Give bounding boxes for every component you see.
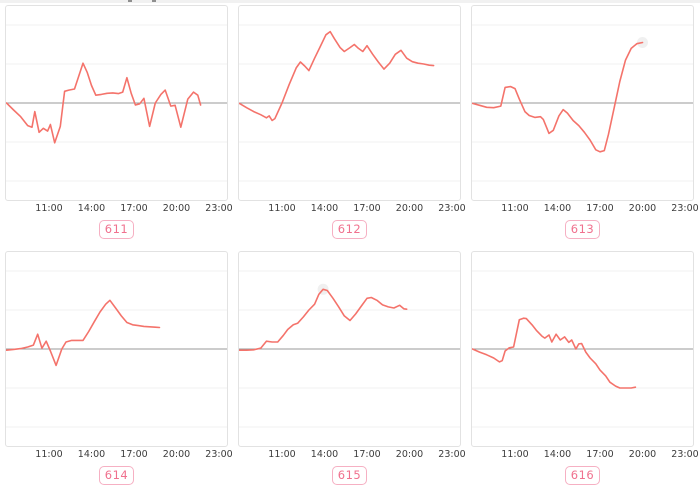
chart-panel[interactable] [238,5,461,201]
x-axis-tick-label: 14:00 [543,203,572,214]
clipped-text-remnant [128,0,132,2]
sparkline-chart [472,24,693,182]
x-axis-tick-label: 17:00 [353,449,381,460]
chart-cell: 11:00 14:00 17:00 20:00 23:00 613 [466,5,699,242]
chart-grid: 11:00 14:00 17:00 20:00 23:00 611 11:00 14:00 17… [0,5,699,488]
chart-panel[interactable] [238,251,461,447]
chart-cell: 11:00 14:00 17:00 20:00 23:00 616 [466,251,699,488]
chart-id-badge[interactable]: 612 [331,220,368,239]
badge-row: 611 [0,220,233,239]
chart-cell: 11:00 14:00 17:00 20:00 23:00 611 [0,5,233,242]
x-axis-tick-label: 20:00 [628,203,657,214]
x-axis-tick-label: 14:00 [310,203,339,214]
sparkline-chart [239,270,460,428]
series-line [239,288,408,351]
sparkline-chart [239,24,460,182]
x-axis: 11:00 14:00 17:00 20:00 23:00 [471,447,698,462]
x-axis: 11:00 14:00 17:00 20:00 23:00 [238,447,465,462]
x-axis-tick-label: 11:00 [501,203,529,214]
clipped-previous-row-edge [0,0,700,3]
x-axis-tick-label: 23:00 [438,203,466,214]
x-axis-tick-label: 17:00 [586,203,614,214]
x-axis: 11:00 14:00 17:00 20:00 23:00 [5,447,232,462]
x-axis-tick-label: 23:00 [205,203,233,214]
x-axis-tick-label: 11:00 [268,449,296,460]
x-axis-tick-label: 11:00 [35,203,63,214]
sparkline-chart [6,24,227,182]
x-axis-tick-label: 14:00 [310,449,339,460]
x-axis-tick-label: 23:00 [671,203,699,214]
series-line [239,30,435,122]
x-axis-tick-label: 20:00 [162,449,191,460]
chart-id-badge[interactable]: 616 [564,466,601,485]
x-axis-tick-label: 14:00 [543,449,572,460]
chart-id-badge[interactable]: 613 [564,220,601,239]
chart-panel[interactable] [5,5,228,201]
chart-id-badge[interactable]: 611 [98,220,135,239]
badge-row: 613 [466,220,699,239]
x-axis-tick-label: 23:00 [671,449,699,460]
series-line [472,317,637,389]
series-line [6,299,161,367]
x-axis-tick-label: 17:00 [120,203,148,214]
x-axis-tick-label: 23:00 [205,449,233,460]
series-line [472,41,644,153]
x-axis-tick-label: 20:00 [395,449,424,460]
clipped-text-remnant [152,0,156,2]
x-axis-tick-label: 11:00 [268,203,296,214]
x-axis: 11:00 14:00 17:00 20:00 23:00 [5,201,232,216]
x-axis: 11:00 14:00 17:00 20:00 23:00 [238,201,465,216]
chart-cell: 11:00 14:00 17:00 20:00 23:00 612 [233,5,466,242]
x-axis-tick-label: 14:00 [77,203,106,214]
chart-id-badge[interactable]: 615 [331,466,368,485]
chart-id-badge[interactable]: 614 [98,466,135,485]
x-axis-tick-label: 11:00 [501,449,529,460]
series-line [6,62,202,144]
x-axis-tick-label: 17:00 [353,203,381,214]
x-axis-tick-label: 17:00 [120,449,148,460]
x-axis-tick-label: 17:00 [586,449,614,460]
sparkline-chart [6,270,227,428]
x-axis-tick-label: 14:00 [77,449,106,460]
chart-panel[interactable] [5,251,228,447]
sparkline-chart [472,270,693,428]
x-axis: 11:00 14:00 17:00 20:00 23:00 [471,201,698,216]
badge-row: 612 [233,220,466,239]
chart-panel[interactable] [471,251,694,447]
chart-cell: 11:00 14:00 17:00 20:00 23:00 614 [0,251,233,488]
chart-cell: 11:00 14:00 17:00 20:00 23:00 615 [233,251,466,488]
chart-panel[interactable] [471,5,694,201]
x-axis-tick-label: 20:00 [628,449,657,460]
badge-row: 615 [233,466,466,485]
x-axis-tick-label: 20:00 [162,203,191,214]
badge-row: 616 [466,466,699,485]
x-axis-tick-label: 23:00 [438,449,466,460]
x-axis-tick-label: 20:00 [395,203,424,214]
badge-row: 614 [0,466,233,485]
x-axis-tick-label: 11:00 [35,449,63,460]
